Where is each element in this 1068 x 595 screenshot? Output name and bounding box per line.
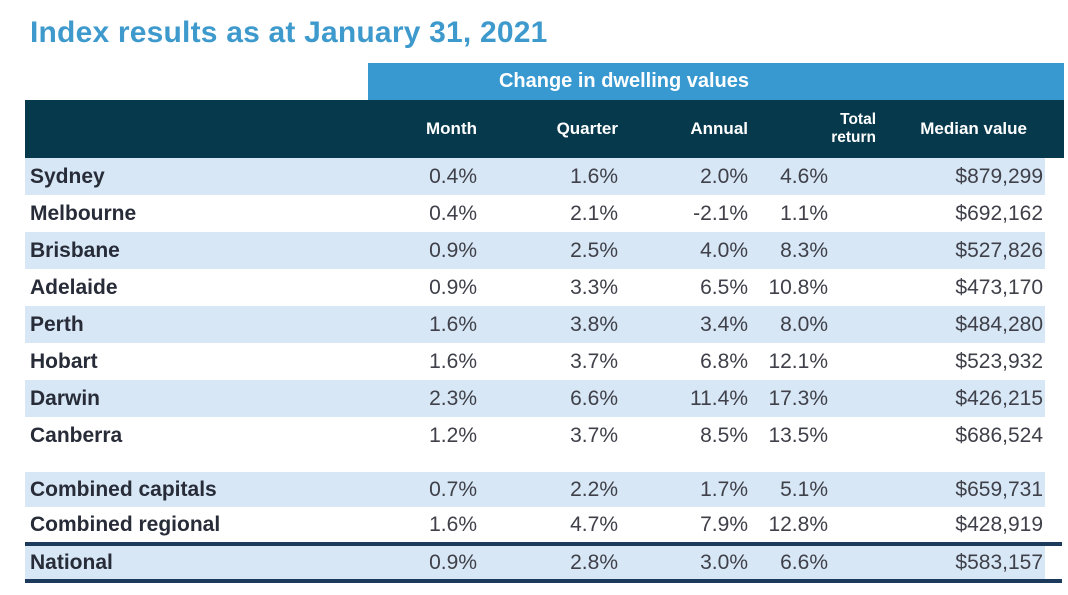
total-return-value: 13.5% [768, 424, 828, 447]
month-value: 1.6% [429, 350, 477, 373]
region-label: Canberra [30, 424, 123, 447]
table-row-sydney: Sydney 0.4% 1.6% 2.0% 4.6% $879,299 [25, 158, 1045, 195]
total-return-value: 5.1% [780, 478, 828, 501]
quarter-value: 2.5% [570, 239, 618, 262]
quarter-value: 2.1% [570, 202, 618, 225]
month-value: 0.9% [429, 551, 477, 574]
annual-value: 3.0% [700, 551, 748, 574]
median-value: $527,826 [955, 239, 1043, 262]
month-value: 0.9% [429, 239, 477, 262]
total-return-value: 12.1% [768, 350, 828, 373]
annual-value: 3.4% [700, 313, 748, 336]
total-return-value: 1.1% [780, 202, 828, 225]
month-value: 1.6% [429, 313, 477, 336]
median-value: $692,162 [955, 202, 1043, 225]
total-return-value: 12.8% [768, 513, 828, 536]
table-row-brisbane: Brisbane 0.9% 2.5% 4.0% 8.3% $527,826 [25, 232, 1045, 269]
table-row-canberra: Canberra 1.2% 3.7% 8.5% 13.5% $686,524 [25, 417, 1045, 454]
region-label: National [30, 551, 113, 574]
median-value: $426,215 [955, 387, 1043, 410]
region-label: Hobart [30, 350, 98, 373]
region-label: Combined regional [30, 513, 221, 536]
table-header-row: Month Quarter Annual Total return Median… [25, 100, 1064, 158]
quarter-value: 3.7% [570, 424, 618, 447]
total-return-value: 17.3% [768, 387, 828, 410]
region-label: Adelaide [30, 276, 118, 299]
change-in-dwelling-values-banner: Change in dwelling values [368, 63, 1064, 100]
table-row-combined-capitals: Combined capitals 0.7% 2.2% 1.7% 5.1% $6… [25, 472, 1045, 507]
median-value: $879,299 [955, 165, 1043, 188]
column-header-region [25, 100, 385, 158]
total-return-value: 6.6% [780, 551, 828, 574]
quarter-value: 4.7% [570, 513, 618, 536]
annual-value: -2.1% [693, 202, 748, 225]
quarter-value: 2.8% [570, 551, 618, 574]
page-title: Index results as at January 31, 2021 [30, 16, 548, 49]
region-label: Sydney [30, 165, 105, 188]
month-value: 1.6% [429, 513, 477, 536]
month-value: 1.2% [429, 424, 477, 447]
change-banner-label: Change in dwelling values [498, 70, 750, 92]
region-label: Melbourne [30, 202, 137, 225]
table-row-darwin: Darwin 2.3% 6.6% 11.4% 17.3% $426,215 [25, 380, 1045, 417]
total-return-value: 8.3% [780, 239, 828, 262]
annual-value: 4.0% [700, 239, 748, 262]
quarter-value: 3.3% [570, 276, 618, 299]
region-label: Brisbane [30, 239, 120, 262]
total-return-line2: return [831, 129, 876, 146]
quarter-value: 2.2% [570, 478, 618, 501]
region-label: Darwin [30, 387, 101, 410]
table-row-melbourne: Melbourne 0.4% 2.1% -2.1% 1.1% $692,162 [25, 195, 1045, 232]
month-value: 0.4% [429, 165, 477, 188]
annual-value: 2.0% [700, 165, 748, 188]
column-header-total-return: Total return [755, 100, 880, 158]
quarter-value: 3.7% [570, 350, 618, 373]
total-return-value: 8.0% [780, 313, 828, 336]
quarter-value: 1.6% [570, 165, 618, 188]
month-value: 0.4% [429, 202, 477, 225]
annual-value: 6.8% [700, 350, 748, 373]
table-row-combined-regional: Combined regional 1.6% 4.7% 7.9% 12.8% $… [25, 507, 1045, 542]
quarter-value: 6.6% [570, 387, 618, 410]
annual-value: 1.7% [700, 478, 748, 501]
total-return-value: 10.8% [768, 276, 828, 299]
median-value: $428,919 [955, 513, 1043, 536]
column-header-quarter: Quarter [556, 119, 618, 138]
region-label: Perth [30, 313, 84, 336]
table-row-adelaide: Adelaide 0.9% 3.3% 6.5% 10.8% $473,170 [25, 269, 1045, 306]
region-label: Combined capitals [30, 478, 217, 501]
median-value: $473,170 [955, 276, 1043, 299]
column-header-annual: Annual [690, 119, 748, 138]
median-value: $583,157 [955, 551, 1043, 574]
annual-value: 11.4% [690, 387, 748, 410]
column-header-median-value: Median value [920, 119, 1027, 138]
section-gap [25, 454, 1045, 472]
annual-value: 7.9% [700, 513, 748, 536]
quarter-value: 3.8% [570, 313, 618, 336]
table-row-hobart: Hobart 1.6% 3.7% 6.8% 12.1% $523,932 [25, 343, 1045, 380]
month-value: 2.3% [429, 387, 477, 410]
month-value: 0.7% [429, 478, 477, 501]
table-row-perth: Perth 1.6% 3.8% 3.4% 8.0% $484,280 [25, 306, 1045, 343]
median-value: $484,280 [955, 313, 1043, 336]
month-value: 0.9% [429, 276, 477, 299]
median-value: $523,932 [955, 350, 1043, 373]
total-return-value: 4.6% [780, 165, 828, 188]
annual-value: 6.5% [700, 276, 748, 299]
column-header-month: Month [426, 119, 477, 138]
total-return-line1: Total [840, 110, 876, 128]
table-row-national: National 0.9% 2.8% 3.0% 6.6% $583,157 [25, 546, 1045, 579]
median-value: $659,731 [955, 478, 1043, 501]
median-value: $686,524 [955, 424, 1043, 447]
table-body: Sydney 0.4% 1.6% 2.0% 4.6% $879,299 Melb… [25, 158, 1062, 583]
national-row-border: National 0.9% 2.8% 3.0% 6.6% $583,157 [25, 542, 1062, 583]
annual-value: 8.5% [700, 424, 748, 447]
